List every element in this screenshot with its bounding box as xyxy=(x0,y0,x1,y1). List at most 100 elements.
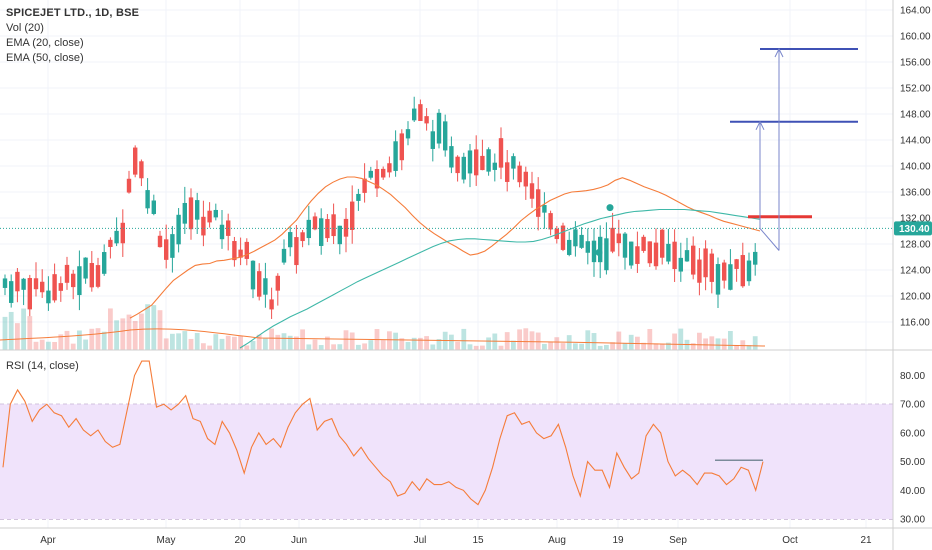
candle-body xyxy=(182,202,187,224)
candle-body xyxy=(709,253,714,282)
volume-bar xyxy=(672,333,677,350)
volume-bar xyxy=(498,345,504,350)
volume-bar xyxy=(480,345,485,350)
candle-body xyxy=(492,162,497,170)
candle-body xyxy=(567,239,572,255)
candle-body xyxy=(176,214,181,245)
volume-bar xyxy=(194,333,200,350)
volume-bar xyxy=(393,332,398,350)
candle-body xyxy=(548,213,553,230)
ema20-legend[interactable]: EMA (20, close) xyxy=(6,37,84,49)
volume-bar xyxy=(15,323,20,350)
volume-bar xyxy=(430,344,436,350)
volume-bar xyxy=(709,336,715,350)
volume-bar xyxy=(306,344,312,350)
volume-bar xyxy=(641,342,646,350)
candle-body xyxy=(257,271,262,297)
volume-bar xyxy=(418,337,423,350)
candle-body xyxy=(412,108,417,121)
volume-bar xyxy=(89,328,95,350)
candle-body xyxy=(393,141,398,171)
arrow-connector xyxy=(759,228,780,251)
candle-body xyxy=(319,218,324,246)
volume-bar xyxy=(461,328,467,350)
ema-lines xyxy=(0,176,893,349)
candle-body xyxy=(368,170,373,178)
rsi-title[interactable]: RSI (14, close) xyxy=(6,360,79,372)
candle-body xyxy=(213,209,218,218)
ema50-legend[interactable]: EMA (50, close) xyxy=(6,52,84,64)
volume-bar xyxy=(219,338,225,350)
volume-bar xyxy=(349,332,355,350)
volume-bar xyxy=(312,339,318,350)
symbol-title[interactable]: SPICEJET LTD., 1D, BSE xyxy=(6,7,140,19)
volume-bar xyxy=(356,344,361,350)
candle-body xyxy=(139,161,144,179)
candle-body xyxy=(399,133,404,161)
candle-body xyxy=(21,278,26,290)
volume-bar xyxy=(610,342,615,350)
volume-bar xyxy=(126,314,132,350)
candle-body xyxy=(560,225,566,250)
volume-bar xyxy=(554,337,560,350)
candle-body xyxy=(164,239,169,260)
volume-bar xyxy=(362,343,367,350)
volume-bar xyxy=(455,341,460,350)
price-tick-label: 148.00 xyxy=(900,110,931,121)
volume-bar xyxy=(405,341,411,350)
rsi-tick-label: 60.00 xyxy=(900,428,925,439)
candle-body xyxy=(678,257,683,272)
candle-body xyxy=(27,277,32,310)
candle-body xyxy=(195,200,200,220)
candle-body xyxy=(71,273,76,288)
last-price-tag-bg xyxy=(894,221,932,236)
volume-bar xyxy=(21,308,26,350)
time-tick-label: Jul xyxy=(414,535,427,546)
rsi-tick-label: 50.00 xyxy=(900,457,925,468)
candle-body xyxy=(306,219,311,239)
volume-bar xyxy=(591,333,597,350)
volume-bar xyxy=(411,337,417,350)
volume-bar xyxy=(387,331,392,350)
rsi-tick-label: 40.00 xyxy=(900,486,925,497)
volume-bar xyxy=(52,341,57,350)
volume-bar xyxy=(746,345,752,350)
drawing-annotations[interactable] xyxy=(595,47,859,256)
volume-bar xyxy=(120,318,126,350)
time-tick-label: May xyxy=(157,535,176,546)
candle-body xyxy=(486,149,491,172)
volume-bar xyxy=(188,338,194,350)
volume-legend[interactable]: Vol (20) xyxy=(6,22,44,34)
time-tick-label: Oct xyxy=(782,535,798,546)
volume-bar xyxy=(728,331,733,350)
volume-bar xyxy=(752,336,758,350)
candle-body xyxy=(188,197,194,230)
volume-bar xyxy=(436,339,442,350)
candle-body xyxy=(722,262,727,281)
candle-body xyxy=(238,249,243,258)
candle-body xyxy=(288,232,293,248)
candle-body xyxy=(424,116,429,124)
candle-body xyxy=(250,260,256,290)
rsi-line xyxy=(2,360,764,506)
candle-body xyxy=(660,229,665,258)
volume-bar xyxy=(163,338,169,350)
volume-bar xyxy=(573,343,578,350)
candle-body xyxy=(77,266,82,296)
volume-bar xyxy=(8,311,14,350)
time-tick-label: Jun xyxy=(291,535,307,546)
price-tick-label: 120.00 xyxy=(900,292,931,303)
candle-body xyxy=(480,155,485,171)
volume-bar xyxy=(604,344,609,350)
volume-bar xyxy=(597,345,603,350)
candle-body xyxy=(641,236,646,251)
volume-bar xyxy=(27,316,33,350)
candle-body xyxy=(536,189,541,217)
last-price-tag: 130.40 xyxy=(894,221,932,236)
price-tick-label: 144.00 xyxy=(900,136,931,147)
candle-body xyxy=(133,147,138,175)
volume-bar xyxy=(368,340,374,350)
volume-bar xyxy=(182,331,188,350)
